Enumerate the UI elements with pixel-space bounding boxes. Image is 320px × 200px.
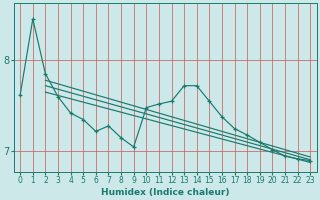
X-axis label: Humidex (Indice chaleur): Humidex (Indice chaleur): [101, 188, 229, 197]
